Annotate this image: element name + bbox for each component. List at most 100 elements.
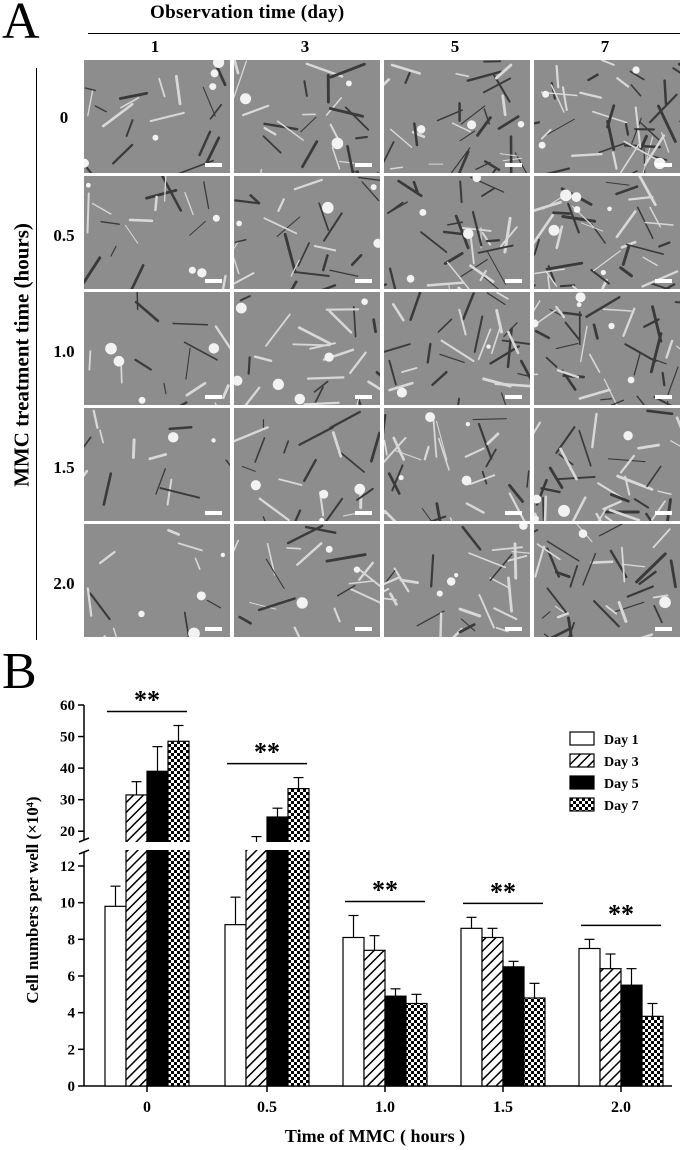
legend-label: Day 1 bbox=[604, 733, 639, 748]
legend-swatch bbox=[569, 797, 595, 812]
legend-swatch bbox=[569, 775, 595, 790]
significance-marker: ** bbox=[490, 877, 516, 906]
cell-number-bar-chart: 0 2 4 6 8 10 12 20 30 40 50 60 0 ** 0.5 ** 1.0 ** 1.5 ** 2.… bbox=[23, 690, 672, 1147]
bar bbox=[266, 816, 289, 1087]
significance-marker: ** bbox=[372, 876, 398, 905]
bar bbox=[287, 788, 310, 1087]
micrograph-image bbox=[384, 408, 530, 521]
observation-time-title: Observation time (day) bbox=[150, 2, 345, 23]
axis-break-gap bbox=[224, 842, 310, 850]
bar bbox=[342, 936, 365, 1087]
micrograph-grid bbox=[84, 60, 680, 644]
scale-bar bbox=[505, 627, 522, 631]
bar bbox=[167, 740, 190, 1087]
mmc-treatment-time-label: MMC treatment time (hours) bbox=[9, 223, 34, 487]
scale-bar bbox=[205, 163, 222, 167]
micrograph-image bbox=[534, 524, 680, 637]
bar bbox=[578, 947, 601, 1087]
day-column-label: 1 bbox=[150, 37, 160, 56]
micrograph-image bbox=[534, 176, 680, 289]
y-tick-label: 10 bbox=[60, 896, 75, 912]
panel-b-letter: B bbox=[2, 643, 37, 700]
scale-bar bbox=[655, 163, 672, 167]
axis-break-mark bbox=[78, 849, 90, 855]
y-tick-label: 0 bbox=[68, 1079, 76, 1095]
scale-bar bbox=[355, 511, 372, 515]
bar bbox=[460, 927, 483, 1087]
legend-label: Day 3 bbox=[604, 755, 639, 770]
micrograph-image bbox=[84, 408, 230, 521]
micrograph-image bbox=[84, 60, 230, 173]
x-axis-label: Time of MMC ( hours ) bbox=[285, 1126, 465, 1147]
scale-bar bbox=[655, 511, 672, 515]
micrograph-image bbox=[84, 292, 230, 405]
scale-bar bbox=[655, 279, 672, 283]
mmc-row-label: 0.5 bbox=[53, 226, 75, 245]
y-tick-label: 12 bbox=[60, 859, 75, 875]
significance-marker: ** bbox=[254, 738, 280, 767]
y-tick-label: 2 bbox=[68, 1042, 76, 1058]
bar bbox=[620, 984, 643, 1087]
day-column-label: 3 bbox=[300, 37, 310, 56]
significance-marker: ** bbox=[608, 899, 634, 928]
y-tick-label: 6 bbox=[68, 969, 76, 985]
panel-a-letter: A bbox=[2, 0, 40, 50]
x-tick-label: 0 bbox=[143, 1099, 151, 1116]
micrograph-image bbox=[234, 60, 380, 173]
micrograph-image bbox=[84, 176, 230, 289]
x-tick-label: 0.5 bbox=[257, 1099, 277, 1116]
scale-bar bbox=[205, 279, 222, 283]
bar bbox=[641, 1015, 664, 1087]
axis-break-gap bbox=[104, 842, 190, 850]
y-tick-label: 20 bbox=[60, 824, 75, 840]
scale-bar bbox=[655, 395, 672, 399]
micrograph-image bbox=[384, 292, 530, 405]
scale-bar bbox=[205, 511, 222, 515]
micrograph-image bbox=[234, 292, 380, 405]
y-tick-label: 40 bbox=[60, 761, 75, 777]
scale-bar bbox=[505, 279, 522, 283]
micrograph-image bbox=[384, 176, 530, 289]
scale-bar bbox=[205, 395, 222, 399]
micrograph-image bbox=[234, 524, 380, 637]
legend-label: Day 7 bbox=[604, 799, 639, 814]
x-tick-label: 1.0 bbox=[375, 1099, 395, 1116]
scale-bar bbox=[505, 511, 522, 515]
y-tick-label: 8 bbox=[68, 932, 76, 948]
scale-bar bbox=[355, 279, 372, 283]
micrograph-image bbox=[84, 524, 230, 637]
legend-label: Day 5 bbox=[604, 777, 639, 792]
micrograph-image bbox=[534, 292, 680, 405]
scale-bar bbox=[655, 627, 672, 631]
bar bbox=[125, 794, 148, 1087]
bar bbox=[363, 949, 386, 1087]
bar bbox=[146, 770, 169, 1087]
scale-bar bbox=[505, 163, 522, 167]
y-tick-label: 60 bbox=[60, 698, 75, 714]
legend-swatch bbox=[569, 731, 595, 746]
mmc-axis-rule bbox=[36, 68, 37, 640]
bar bbox=[481, 936, 504, 1087]
bar bbox=[599, 968, 622, 1087]
scale-bar bbox=[205, 627, 222, 631]
scale-bar bbox=[355, 395, 372, 399]
mmc-row-label: 2.0 bbox=[53, 574, 75, 593]
micrograph-image bbox=[234, 408, 380, 521]
y-axis-label: Cell numbers per well (×10⁴) bbox=[23, 796, 42, 1003]
bar bbox=[245, 843, 268, 1087]
bar bbox=[523, 997, 546, 1087]
bar bbox=[405, 1002, 428, 1087]
mmc-row-label: 1.5 bbox=[53, 458, 75, 477]
scale-bar bbox=[355, 627, 372, 631]
x-tick-label: 2.0 bbox=[611, 1099, 631, 1116]
day-column-label: 7 bbox=[600, 37, 610, 56]
y-tick-label: 30 bbox=[60, 793, 75, 809]
micrograph-image bbox=[534, 408, 680, 521]
significance-marker: ** bbox=[134, 690, 160, 715]
y-tick-label: 50 bbox=[60, 730, 75, 746]
micrograph-image bbox=[534, 60, 680, 173]
micrograph-image bbox=[384, 60, 530, 173]
scale-bar bbox=[505, 395, 522, 399]
y-tick-label: 4 bbox=[68, 1006, 76, 1022]
micrograph-image bbox=[234, 176, 380, 289]
